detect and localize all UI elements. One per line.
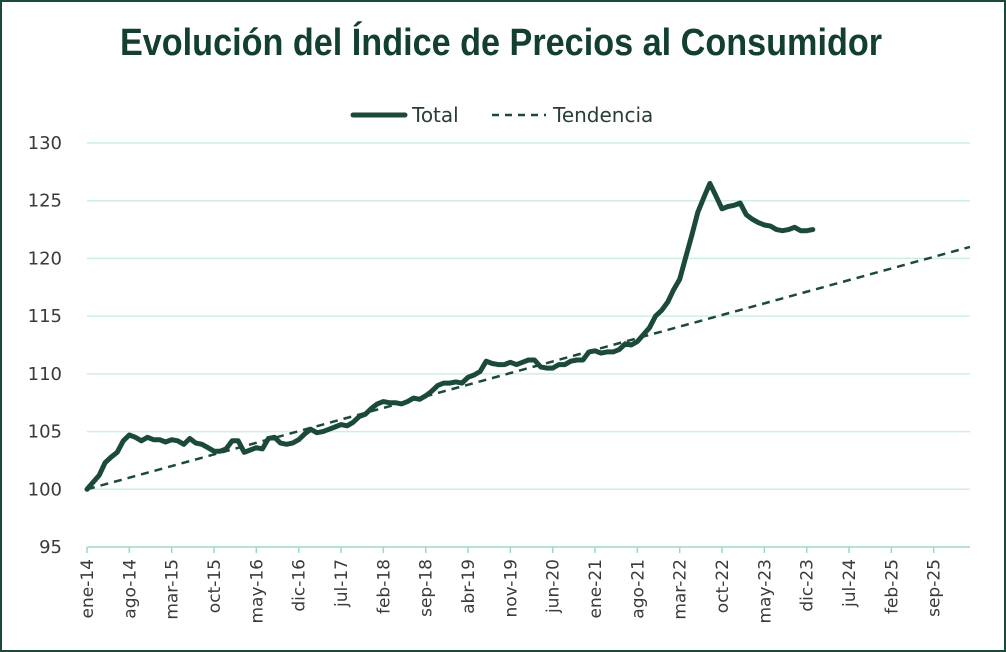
y-tick-label: 95 — [39, 537, 62, 558]
x-tick-label: ago-14 — [120, 559, 140, 619]
x-tick-label: ene-21 — [586, 559, 606, 618]
x-tick-label: jul-24 — [840, 559, 860, 608]
y-tick-label: 115 — [28, 306, 62, 327]
x-tick-label: oct-22 — [713, 559, 733, 613]
x-tick-label: jul-17 — [332, 559, 352, 608]
x-tick-label: mar-22 — [671, 559, 691, 620]
y-tick-label: 100 — [28, 479, 62, 500]
x-tick-label: mar-15 — [163, 559, 183, 620]
axis-layer: 95 100 105 110 115 120 125 130 ene-14 ago-14 mar-1… — [28, 133, 970, 624]
y-tick-label: 130 — [28, 133, 62, 154]
y-tick-label: 125 — [28, 191, 62, 212]
x-tick-label: ene-14 — [78, 559, 98, 618]
y-tick-label: 105 — [28, 422, 62, 443]
y-tick-label: 120 — [28, 248, 62, 269]
x-tick-label: feb-18 — [374, 559, 394, 614]
x-tick-label: may-23 — [755, 559, 775, 624]
series-total-line — [84, 180, 816, 492]
legend-total-label: Total — [411, 103, 459, 127]
legend: Total Tendencia — [350, 103, 653, 127]
x-tick-label: dic-16 — [290, 559, 310, 612]
grid-layer — [87, 142, 970, 491]
x-tick-label: sep-18 — [417, 559, 437, 617]
x-tick-label: oct-15 — [205, 559, 225, 613]
x-tick-label: ago-21 — [628, 559, 648, 619]
series-layer — [84, 180, 971, 492]
y-tick-label: 110 — [28, 364, 62, 385]
x-tick-label: sep-25 — [925, 559, 945, 617]
x-tick-label: nov-19 — [501, 559, 521, 618]
chart-title: Evolución del Índice de Precios al Consu… — [119, 22, 883, 64]
x-tick-label: dic-23 — [798, 559, 818, 612]
x-tick-label: may-16 — [247, 559, 267, 624]
series-tendencia-line — [86, 245, 971, 491]
x-tick-label: jun-20 — [544, 559, 564, 614]
x-tick-label: feb-25 — [882, 559, 902, 614]
x-tick-label: abr-19 — [459, 559, 479, 614]
legend-trend-label: Tendencia — [552, 103, 653, 127]
